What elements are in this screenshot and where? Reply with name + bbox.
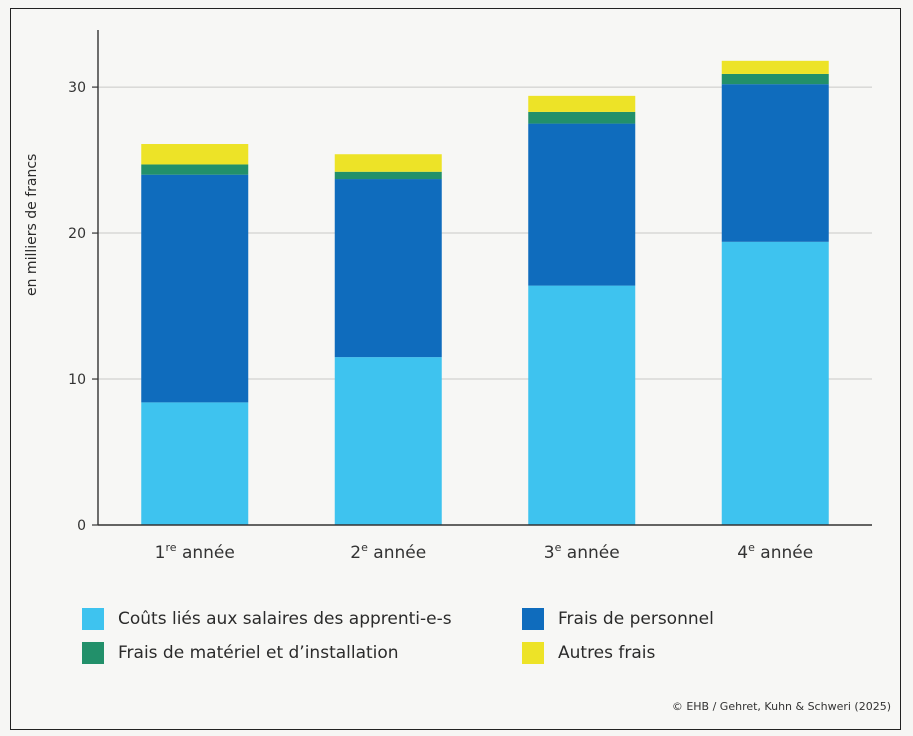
bar-segment-1-series-2 [141, 174, 249, 403]
bar-segment-4-series-4 [721, 60, 829, 74]
legend-item-salaires: Coûts liés aux salaires des apprenti-e-s [82, 608, 522, 630]
legend-item-personnel: Frais de personnel [522, 608, 822, 630]
bar-segment-3-series-1 [528, 285, 636, 525]
legend-swatch-autres [522, 642, 544, 664]
legend-label-personnel: Frais de personnel [558, 609, 714, 629]
y-tick-label-10: 10 [68, 372, 86, 388]
bar-segment-3-series-2 [528, 123, 636, 286]
source-credit: © EHB / Gehret, Kuhn & Schweri (2025) [671, 700, 891, 713]
x-tick-label-1: 1re année [155, 541, 235, 563]
legend-swatch-materiel [82, 642, 104, 664]
bar-segment-4-series-1 [721, 241, 829, 525]
bar-segment-1-series-1 [141, 402, 249, 525]
bar-segment-1-series-3 [141, 164, 249, 175]
x-tick-label-3: 3e année [544, 541, 620, 563]
y-tick-label-20: 20 [68, 226, 86, 242]
legend-swatch-personnel [522, 608, 544, 630]
x-tick-label-2: 2e année [350, 541, 426, 563]
legend-swatch-salaires [82, 608, 104, 630]
bar-segment-2-series-2 [334, 179, 442, 358]
x-tick-label-4: 4e année [737, 541, 813, 563]
bar-segment-3-series-4 [528, 95, 636, 112]
bar-segment-2-series-4 [334, 154, 442, 172]
legend-label-materiel: Frais de matériel et d’installation [118, 643, 399, 663]
y-tick-label-30: 30 [68, 80, 86, 96]
legend-label-autres: Autres frais [558, 643, 656, 663]
bar-segment-2-series-3 [334, 171, 442, 180]
legend: Coûts liés aux salaires des apprenti-e-s… [82, 608, 842, 664]
bar-segment-1-series-4 [141, 144, 249, 165]
y-axis-label: en milliers de francs [24, 153, 40, 296]
legend-item-autres: Autres frais [522, 642, 822, 664]
bar-segment-3-series-3 [528, 111, 636, 124]
bar-segment-4-series-2 [721, 84, 829, 242]
legend-item-materiel: Frais de matériel et d’installation [82, 642, 522, 664]
bar-segment-4-series-3 [721, 73, 829, 85]
bar-segment-2-series-1 [334, 357, 442, 525]
legend-label-salaires: Coûts liés aux salaires des apprenti-e-s [118, 609, 452, 629]
y-tick-label-0: 0 [77, 518, 86, 534]
